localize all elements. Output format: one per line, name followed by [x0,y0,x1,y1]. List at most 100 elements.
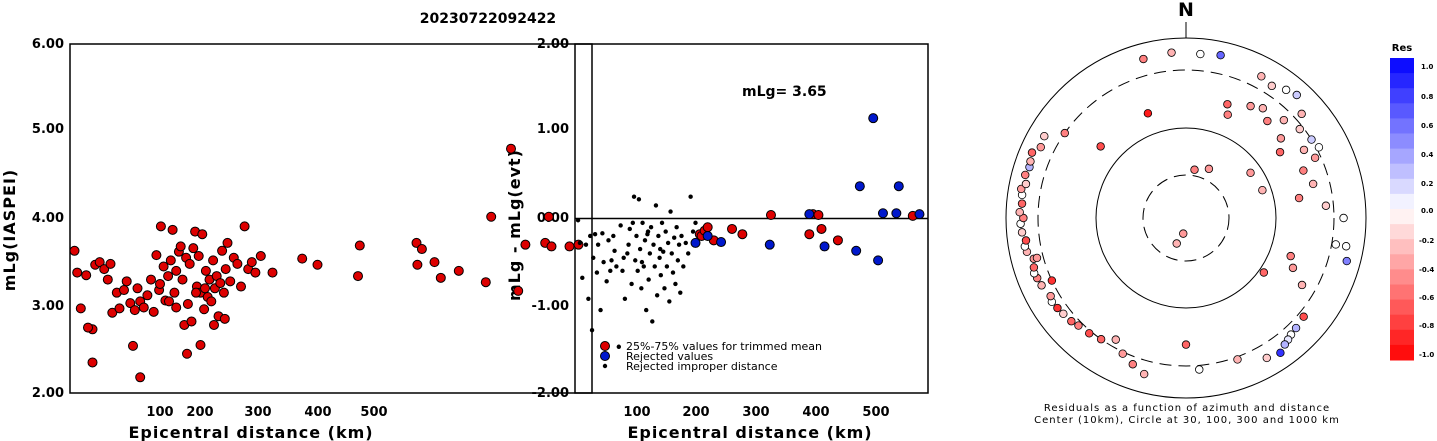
improper-distance-point [637,246,643,252]
station-residual-point [1017,228,1027,237]
station-residual-point [1299,166,1308,175]
station-residual-point [1021,179,1031,189]
station-residual-point [1223,110,1232,119]
magnitude-data-point [148,306,159,317]
station-residual-point [1179,229,1188,238]
magnitude-data-point [188,243,199,254]
magnitude-data-point [255,251,266,262]
station-residual-point [1118,349,1127,358]
improper-distance-point [676,242,682,247]
magnitude-data-point [83,322,93,333]
improper-distance-point [650,319,655,324]
magnitude-data-point [121,276,132,287]
magnitude-data-point [209,319,219,330]
magnitude-data-point [135,372,146,383]
station-residual-point [1257,72,1266,81]
station-residual-point [1026,157,1035,166]
magnitude-data-point [506,143,516,154]
improper-distance-point [679,233,684,239]
rejected-value-point [764,239,775,250]
colorbar-swatch [1390,178,1414,195]
legend-label-trimmed-mean: 25%-75% values for trimmed mean [626,340,822,353]
magnitude-data-point [219,313,230,324]
improper-distance-point [657,255,662,260]
improper-distance-point [616,344,622,349]
improper-distance-point [634,233,639,239]
improper-distance-point [654,293,660,298]
magnitude-data-point [158,261,169,272]
rejected-value-point [868,113,879,124]
station-residual-point [1267,81,1277,91]
improper-distance-point [639,286,644,291]
x-tick-label: 300 [742,405,769,420]
station-residual-point [1040,131,1049,141]
magnitude-data-point [75,303,86,314]
station-residual-point [1308,179,1318,189]
improper-distance-point [626,242,631,247]
station-residual-point [1342,256,1351,266]
magnitude-data-point [225,276,236,287]
station-residual-point [1263,116,1272,126]
magnitude-data-point [546,241,557,252]
magnitude-data-point [267,267,278,278]
magnitude-panel: 2.00 3.00 4.00 5.00 6.00 100 200 300 400… [0,37,593,441]
improper-distance-point [589,327,595,333]
improper-distance-point [658,273,664,278]
improper-distance-point [621,255,626,260]
magnitude-data-point [102,274,113,285]
trimmed-mean-point [765,210,776,221]
improper-distance-point [641,264,646,269]
magnitude-data-point [114,303,125,314]
improper-distance-point [668,209,673,214]
colorbar-swatch [1390,269,1414,285]
x-tick-label: 300 [244,405,271,420]
station-residual-point [1167,48,1176,57]
mlg-annotation: mLg= 3.65 [742,84,827,100]
circle-300km [1037,69,1335,367]
station-residual-point [1047,276,1057,285]
magnitude-data-point [239,221,250,232]
station-residual-point [1223,100,1232,109]
magnitude-data-point [186,316,197,327]
magnitude-data-point [435,272,446,283]
magnitude-data-point [486,211,497,222]
station-residual-point [1032,253,1042,263]
colorbar-tick: 0.8 [1421,93,1434,101]
legend-label-improper-distance: Rejected improper distance [626,360,778,373]
magnitude-data-point [412,259,423,270]
station-residual-point [1246,168,1255,178]
colorbar-swatch [1390,314,1414,331]
improper-distance-point [663,229,668,234]
x-tick-label: 500 [360,405,387,420]
improper-distance-point [690,229,696,234]
magnitude-data-point [200,283,210,294]
x-tick-label: 400 [304,405,331,420]
colorbar-title: Res [1392,43,1412,54]
colorbar-tick: -1.0 [1419,351,1434,359]
improper-distance-point [629,281,634,287]
station-residual-point [1276,134,1286,143]
improper-distance-point [681,264,686,269]
station-residual-point [1275,147,1285,157]
improper-distance-point [688,194,693,199]
station-residual-point [1259,268,1269,277]
station-residual-point [1286,251,1295,261]
colorbar-swatch [1390,58,1414,74]
magnitude-data-point [222,237,233,248]
improper-distance-point [592,232,598,237]
magnitude-data-point [138,302,149,313]
magnitude-data-point [564,241,575,252]
x-tick-label: 100 [146,405,173,420]
magnitude-data-point [125,298,136,309]
improper-distance-point [640,220,645,226]
rejected-value-point [690,237,701,248]
station-residual-point [1085,329,1094,338]
magnitude-data-point [167,224,178,235]
colorbar-swatch [1390,148,1414,165]
circle-100km [1095,127,1277,309]
colorbar-swatch [1390,88,1414,104]
magnitude-data-point [416,244,427,255]
legend-marker-improper-distance [602,363,608,369]
station-residual-point [1059,309,1068,319]
station-residual-point [1027,148,1037,157]
